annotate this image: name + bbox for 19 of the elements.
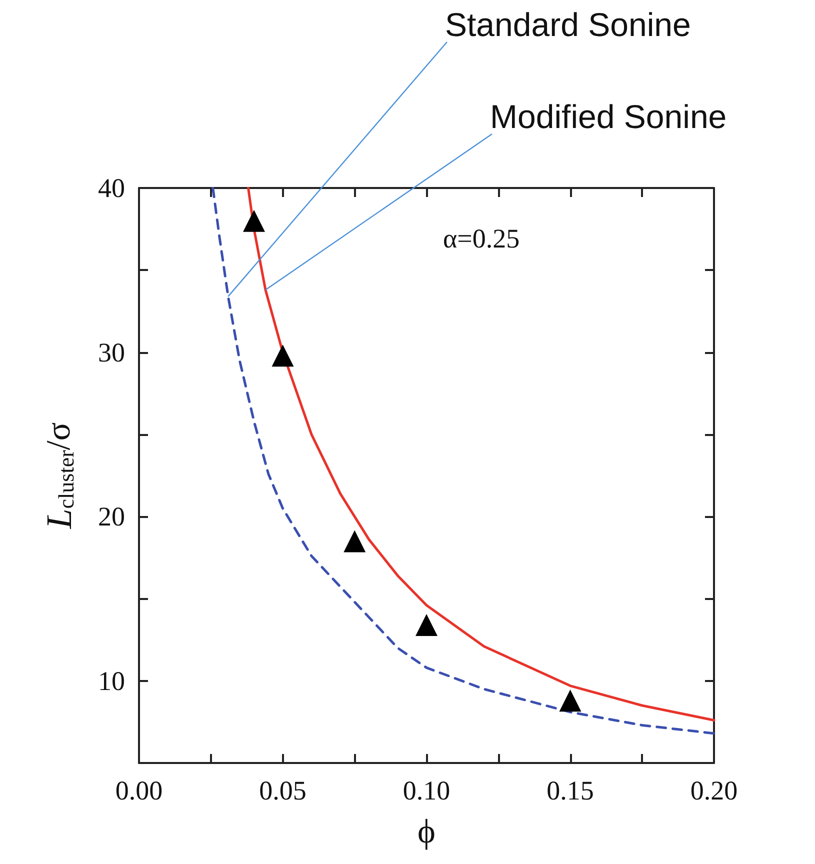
y-tick-label: 20: [98, 502, 125, 532]
x-tick-label: 0.20: [690, 776, 738, 806]
x-tick-label: 0.15: [546, 776, 594, 806]
x-tick-label: 0.05: [259, 776, 306, 806]
x-tick-label: 0.00: [115, 776, 163, 806]
point: [559, 690, 582, 712]
point: [416, 614, 438, 636]
y-tick-label: 30: [98, 337, 125, 368]
x-tick-label: 0.10: [402, 776, 450, 806]
annotation: α=0.25: [443, 224, 520, 254]
y-tick-label: 40: [98, 173, 125, 203]
point: [243, 210, 265, 232]
y-axis-title: Lcluster/σ: [39, 422, 79, 530]
y-tick-label: 10: [98, 666, 125, 696]
point: [272, 344, 294, 367]
text: Standard Sonine: [445, 6, 691, 43]
point: [344, 530, 366, 552]
x-axis-title: ϕ: [418, 814, 436, 850]
text: Modified Sonine: [490, 98, 727, 135]
